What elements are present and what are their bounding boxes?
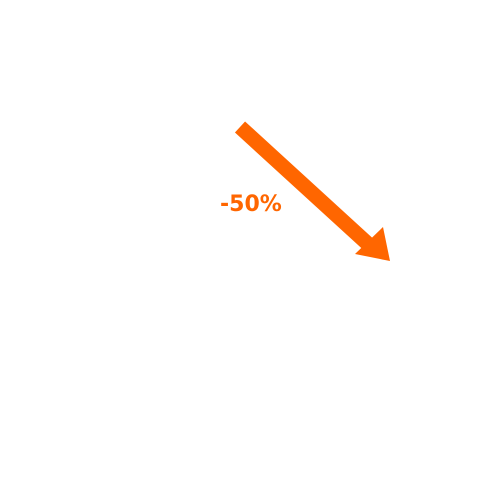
change-percentage-label: -50% [220,192,282,217]
arrow-shaft [234,121,374,250]
arrow-head [355,227,390,261]
